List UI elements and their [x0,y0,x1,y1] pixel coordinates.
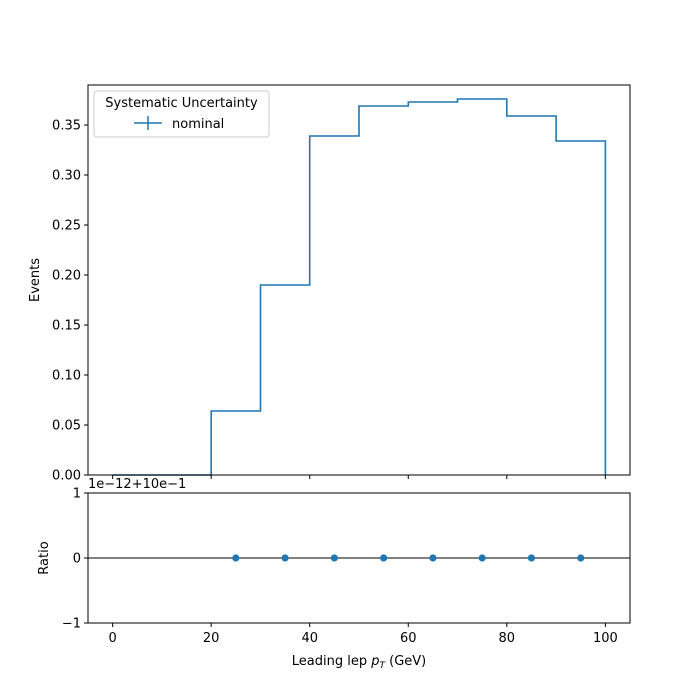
ratio-y-axis-ticks: −1 0 1 [62,487,88,632]
ratio-point [478,554,486,562]
ratio-y-axis-label: Ratio [37,541,52,574]
x-axis-label-symbol: p [370,654,379,669]
ratio-axes-frame [87,492,631,624]
main-x-axis-ticks [112,475,606,479]
ratio-y-tick-label: −1 [62,617,81,632]
main-y-axis-label: Events [28,258,43,302]
x-tick-label: 100 [593,631,618,646]
x-tick-label: 20 [203,631,220,646]
x-tick-label: 40 [301,631,318,646]
legend: Systematic Uncertainty nominal [93,90,270,138]
histogram-step-line [112,98,607,476]
x-axis-label: Leading lep pT (GeV) [292,654,426,671]
ratio-panel: −101 0 20 40 60 80 100 1e−12+10e−1 Ratio Lead… [37,477,631,671]
legend-entry-nominal: nominal [172,117,224,132]
ratio-point [281,554,289,562]
x-axis-label-subscript: T [379,661,386,671]
main-y-tick-label: 0.35 [52,119,81,134]
x-tick-label: 60 [400,631,417,646]
main-y-tick-label: 0.05 [52,419,81,434]
legend-box [93,90,270,138]
ratio-point [577,554,585,562]
ratio-point [429,554,437,562]
ratio-point [380,554,388,562]
main-y-tick-label: 0.20 [52,269,81,284]
histogram-marks [112,98,607,476]
ratio-offset-text: 1e−12+10e−1 [88,477,186,492]
main-y-tick-label: 0.25 [52,219,81,234]
main-y-tick-label: 0.15 [52,319,81,334]
ratio-y-tick-label: 1 [73,487,81,502]
x-tick-label: 80 [499,631,516,646]
main-y-axis-ticks: 0.00 0.05 0.10 0.15 0.20 0.25 0.30 0.35 [52,119,88,484]
ratio-point [330,554,338,562]
main-panel: 0.000.050.100.150.200.250.300.35 Events … [28,84,631,484]
ratio-marks [232,554,585,562]
x-axis-label-prefix: Leading lep [292,654,371,669]
main-y-tick-label: 0.30 [52,169,81,184]
ratio-point [527,554,536,562]
main-axes-frame [87,84,631,476]
ratio-x-axis-ticks: 0 20 40 60 80 100 [108,623,618,646]
x-axis-label-suffix: (GeV) [385,654,426,669]
ratio-point [232,554,240,562]
main-y-tick-label: 0.00 [52,469,81,484]
ratio-y-tick-label: 0 [73,552,81,567]
main-y-tick-label: 0.10 [52,369,81,384]
x-tick-label: 0 [108,631,116,646]
legend-title: Systematic Uncertainty [105,96,258,111]
